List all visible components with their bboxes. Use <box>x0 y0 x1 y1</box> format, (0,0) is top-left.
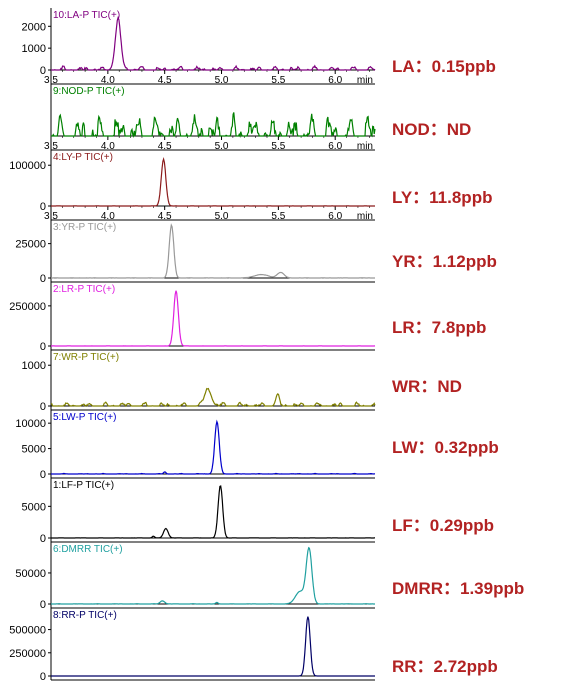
y-tick-label: 0 <box>40 533 46 545</box>
x-tick-label: 3.5 <box>44 211 58 222</box>
x-tick-label: 4.0 <box>101 75 115 86</box>
annotation-ly: LY：11.8ppb <box>392 188 493 207</box>
y-tick-label: 0 <box>40 201 46 213</box>
y-tick-label: 0 <box>40 671 46 683</box>
annotation-lf: LF：0.29ppb <box>392 516 495 535</box>
y-tick-label: 0 <box>40 65 46 77</box>
trace-label: 2:LR-P TIC(+) <box>53 284 115 295</box>
x-tick-label: 6.0 <box>328 211 342 222</box>
trace-panel-2: 100000 03.5 4.0 4.5 5.0 5.5 6.0 min 4:LY-P TIC(+… <box>9 150 375 222</box>
y-tick-label: 0 <box>40 273 46 285</box>
x-tick-label: 4.0 <box>101 141 115 152</box>
annotation-yr: YR：1.12ppb <box>392 252 497 271</box>
x-tick-label: 3.5 <box>44 141 58 152</box>
y-tick-label: 10000 <box>15 418 46 430</box>
signal-trace <box>50 546 375 605</box>
x-tick-label: 5.0 <box>215 211 229 222</box>
y-tick-label: 0 <box>40 469 46 481</box>
y-tick-label: 0 <box>40 341 46 353</box>
trace-label: 3:YR-P TIC(+) <box>53 222 116 233</box>
trace-panel-7: 5000 0 1:LF-P TIC(+) <box>22 478 375 545</box>
y-tick-label: 50000 <box>15 568 46 580</box>
x-unit-label: min <box>357 75 373 86</box>
trace-label: 8:RR-P TIC(+) <box>53 610 117 621</box>
y-tick-label: 5000 <box>22 501 46 513</box>
signal-trace <box>50 387 376 408</box>
x-unit-label: min <box>357 141 373 152</box>
trace-label: 7:WR-P TIC(+) <box>53 352 119 363</box>
y-tick-label: 250000 <box>9 648 46 660</box>
trace-panel-9: 500000 250000 0 8:RR-P TIC(+) <box>9 608 375 683</box>
y-tick-label: 25000 <box>15 239 46 251</box>
x-unit-label: min <box>357 211 373 222</box>
x-tick-label: 4.5 <box>158 211 172 222</box>
x-tick-label: 3.5 <box>44 75 58 86</box>
annotation-wr: WR：ND <box>392 377 462 396</box>
y-tick-label: 1000 <box>22 360 46 372</box>
y-tick-label: 0 <box>40 599 46 611</box>
signal-trace <box>51 223 375 279</box>
trace-panel-3: 25000 0 3:YR-P TIC(+) <box>15 220 375 285</box>
x-tick-label: 5.5 <box>271 211 285 222</box>
trace-panel-4: 250000 0 2:LR-P TIC(+) <box>9 282 376 353</box>
trace-panel-1: 3.5 4.0 4.5 5.0 5.5 6.0 min 9:NOD-P TIC(+) <box>44 84 376 152</box>
annotation-dmrr: DMRR：1.39ppb <box>392 579 525 598</box>
annotation-rr: RR：2.72ppb <box>392 657 498 676</box>
y-tick-label: 0 <box>40 401 46 413</box>
annotation-la: LA：0.15ppb <box>392 57 496 76</box>
x-tick-label: 4.5 <box>158 75 172 86</box>
trace-panel-5: 1000 0 7:WR-P TIC(+) <box>22 350 376 413</box>
trace-label: 10:LA-P TIC(+) <box>53 10 120 21</box>
signal-trace <box>51 290 376 347</box>
x-tick-label: 4.5 <box>158 141 172 152</box>
x-tick-label: 5.5 <box>271 75 285 86</box>
trace-panel-6: 10000 5000 0 5:LW-P TIC(+) <box>15 410 376 481</box>
trace-label: 1:LF-P TIC(+) <box>53 480 114 491</box>
trace-label: 4:LY-P TIC(+) <box>53 152 113 163</box>
trace-panel-8: 50000 0 6:DMRR TIC(+) <box>15 542 375 611</box>
x-tick-label: 5.0 <box>215 75 229 86</box>
trace-label: 6:DMRR TIC(+) <box>53 544 123 555</box>
y-tick-label: 5000 <box>22 444 46 456</box>
signal-trace <box>51 156 375 207</box>
signal-trace <box>51 485 375 539</box>
trace-panel-0: 2000 1000 03.5 4.0 4.5 5.0 5.5 6.0 min 10:LA-P TI… <box>22 8 376 86</box>
annotation-lr: LR：7.8ppb <box>392 318 487 337</box>
x-tick-label: 5.5 <box>271 141 285 152</box>
trace-label: 5:LW-P TIC(+) <box>53 412 116 423</box>
signal-trace <box>51 419 376 475</box>
x-tick-label: 6.0 <box>328 75 342 86</box>
y-tick-label: 500000 <box>9 625 46 637</box>
y-tick-label: 100000 <box>9 160 46 172</box>
annotation-nod: NOD：ND <box>392 120 472 139</box>
trace-label: 9:NOD-P TIC(+) <box>53 86 125 97</box>
signal-trace <box>51 112 376 138</box>
x-tick-label: 5.0 <box>215 141 229 152</box>
x-tick-label: 6.0 <box>328 141 342 152</box>
signal-trace <box>51 616 375 677</box>
y-tick-label: 1000 <box>22 43 46 55</box>
annotation-lw: LW：0.32ppb <box>392 438 499 457</box>
y-tick-label: 250000 <box>9 301 46 313</box>
x-tick-label: 4.0 <box>101 211 115 222</box>
signal-trace <box>51 15 376 71</box>
y-tick-label: 2000 <box>22 21 46 33</box>
